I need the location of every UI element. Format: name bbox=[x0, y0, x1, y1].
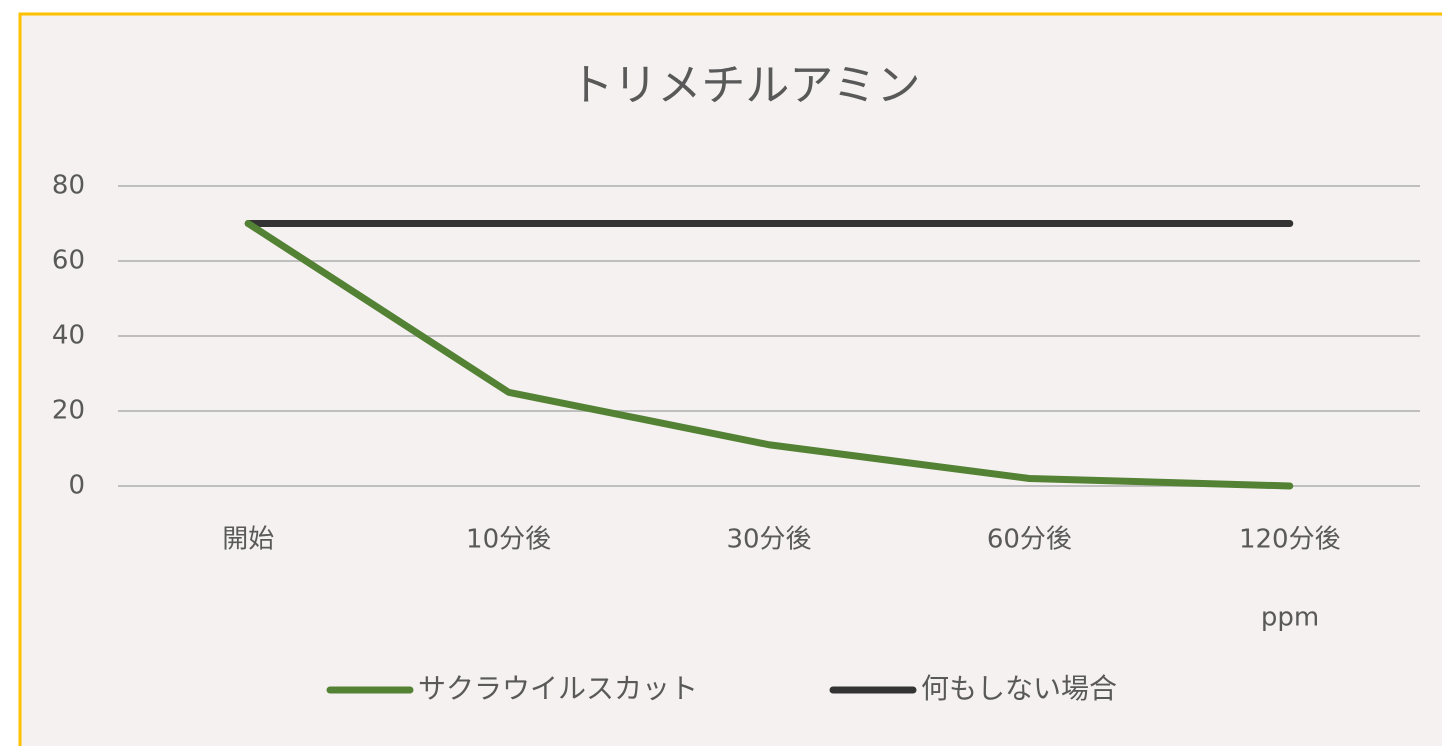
x-tick-label: 120分後 bbox=[1239, 525, 1341, 555]
legend-label: 何もしない場合 bbox=[921, 672, 1117, 705]
legend-label: サクラウイルスカット bbox=[418, 672, 698, 705]
y-tick-label: 0 bbox=[68, 471, 85, 501]
y-tick-label: 60 bbox=[52, 246, 85, 276]
y-tick-label: 80 bbox=[52, 171, 85, 201]
y-tick-label: 40 bbox=[52, 321, 85, 351]
x-tick-label: 60分後 bbox=[987, 525, 1072, 555]
unit-annotation: ppm bbox=[1261, 603, 1319, 633]
chart-title: トリメチルアミン bbox=[569, 60, 920, 111]
x-tick-label: 10分後 bbox=[466, 525, 551, 555]
x-tick-label: 30分後 bbox=[726, 525, 811, 555]
x-tick-label: 開始 bbox=[222, 525, 274, 555]
series-line bbox=[244, 220, 1294, 490]
y-tick-label: 20 bbox=[52, 396, 85, 426]
chart-frame bbox=[18, 12, 1442, 746]
